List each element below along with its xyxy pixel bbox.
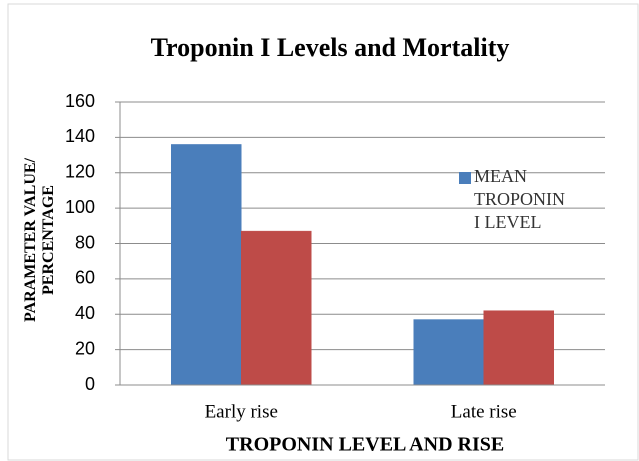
y-tick-label: 40 [75,303,95,323]
legend-label: MEAN TROPONIN I LEVEL [474,166,566,232]
y-tick-label: 20 [75,338,95,358]
x-tick-label: Early rise [205,401,278,422]
x-tick-label: Late rise [451,401,517,422]
bar [241,230,312,386]
chart-border [7,3,639,461]
y-tick-label: 0 [85,374,95,394]
y-tick-label: 100 [65,197,95,217]
y-tick-label: 160 [65,91,95,111]
y-tick-label: 120 [65,162,95,182]
chart-title: Troponin I Levels and Mortality [151,33,510,62]
x-axis-title: TROPONIN LEVEL AND RISE [226,434,504,456]
y-tick-label: 140 [65,126,95,146]
bar [483,310,554,386]
y-tick-label: 80 [75,232,95,252]
bar [171,144,242,386]
y-axis-title: PARAMETER VALUE/ PERCENTAGE [22,157,57,323]
legend-swatch [459,172,471,184]
y-tick-label: 60 [75,268,95,288]
bar [413,319,484,386]
